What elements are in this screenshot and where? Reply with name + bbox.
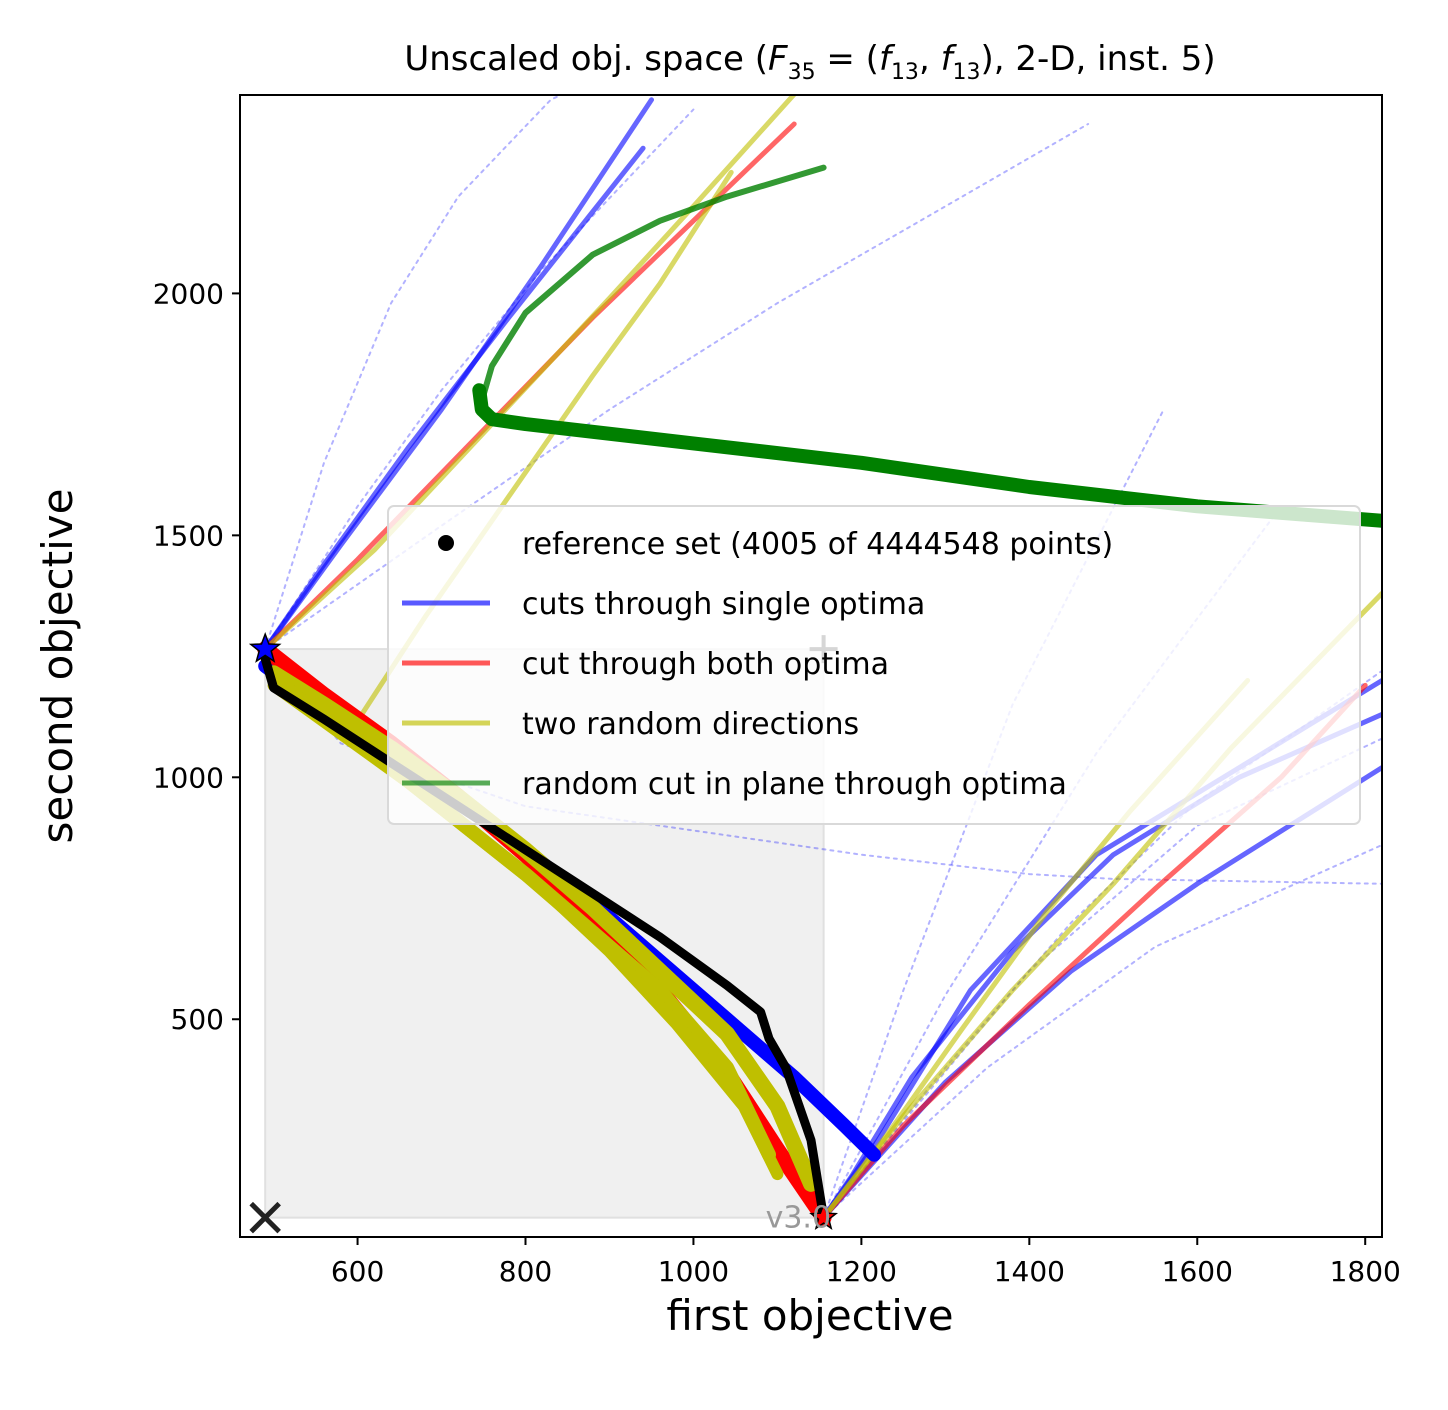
legend-label-3: two random directions (522, 707, 859, 742)
y-axis-label: second objective (33, 489, 82, 844)
x-axis-label: first objective (666, 1291, 953, 1340)
y-tick-label-500: 500 (171, 1003, 224, 1036)
legend-label-1: cuts through single optima (522, 587, 925, 622)
legend-label-2: cut through both optima (522, 647, 889, 682)
legend-marker-0 (438, 535, 454, 551)
x-tick-label-800: 800 (499, 1255, 552, 1288)
chart-title: Unscaled obj. space (F35 = (f13, f13), 2… (404, 39, 1215, 85)
x-tick-label-1600: 1600 (1162, 1255, 1233, 1288)
series-line-cut-19 (262, 95, 797, 652)
legend-box (387, 505, 1361, 825)
optimum-2-star (809, 1202, 839, 1230)
series-line-front-0 (260, 654, 829, 1223)
series-line-cut-11 (262, 97, 654, 652)
series-line-thick-23 (265, 665, 819, 1192)
x-tick-label-1800: 1800 (1330, 1255, 1401, 1288)
series-line-cut-26 (476, 164, 827, 413)
reference-point-marker (249, 1201, 281, 1234)
series-line-dotted-6 (822, 844, 1382, 1219)
legend-label-0: reference set (4005 of 4444548 points) (522, 527, 1113, 562)
x-tick-label-1400: 1400 (994, 1255, 1065, 1288)
version-watermark: v3.0 (766, 1201, 831, 1236)
optimum-1-star (248, 631, 282, 663)
series-line-dotted-1 (264, 95, 564, 651)
y-axis: 500 1000 1500 2000 (153, 277, 240, 1036)
legend-label-4: random cut in plane through optima (522, 767, 1067, 802)
y-tick-label-1500: 1500 (153, 519, 224, 552)
plot-frame (239, 94, 1383, 1238)
x-axis: 600 800 1000 1200 1400 1600 1800 (331, 1237, 1401, 1288)
x-tick-label-1200: 1200 (826, 1255, 897, 1288)
y-tick-label-2000: 2000 (153, 277, 224, 310)
x-tick-label-1000: 1000 (658, 1255, 729, 1288)
y-tick-label-1000: 1000 (153, 761, 224, 794)
legend: reference set (4005 of 4444548 points) cu… (387, 505, 1361, 825)
series-line-dotted-9 (822, 737, 1382, 1219)
series-line-thick-27 (472, 383, 1382, 528)
x-tick-label-600: 600 (331, 1255, 384, 1288)
series-line-dotted-2 (264, 108, 695, 651)
